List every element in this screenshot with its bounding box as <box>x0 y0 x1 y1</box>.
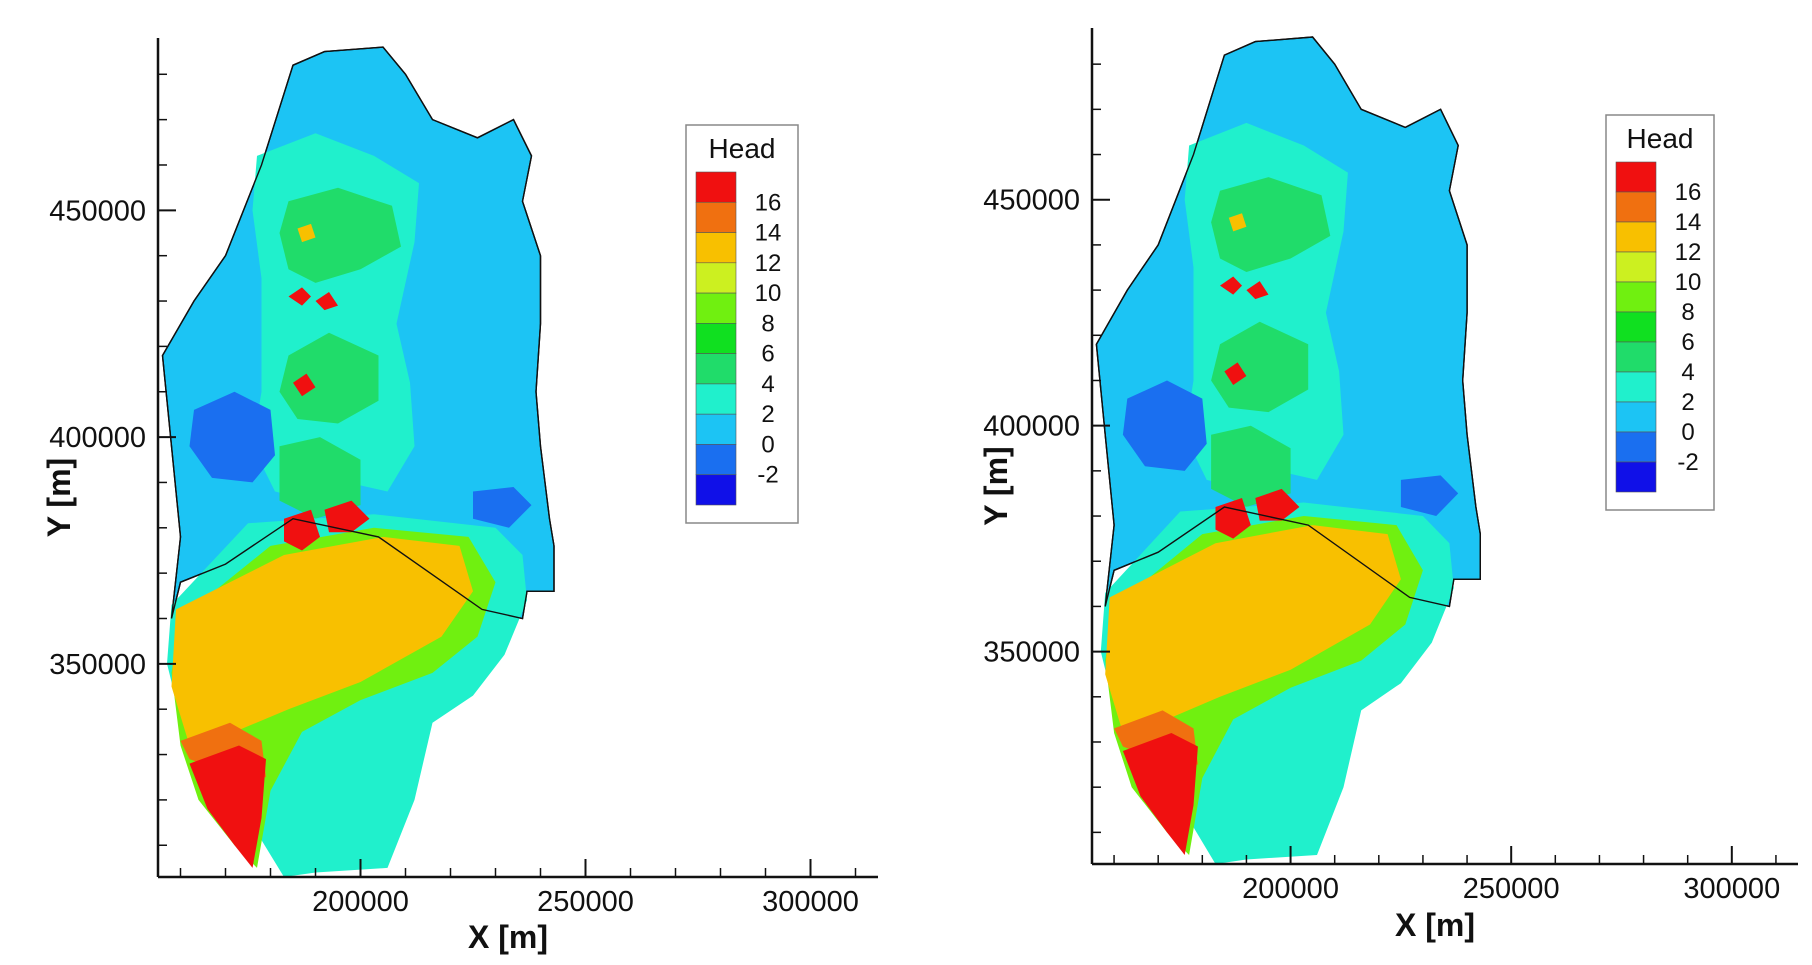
contour-zone-12 <box>1215 498 1251 539</box>
legend-label: 8 <box>1681 299 1694 326</box>
legend-label: 16 <box>755 189 782 216</box>
contour-zone-13 <box>1255 488 1300 521</box>
y-tick-label: 450000 <box>983 185 1080 217</box>
legend-label: 2 <box>761 401 774 428</box>
legend-label: 12 <box>1675 239 1702 266</box>
contour-zone-13 <box>324 500 370 533</box>
contour-zone-6 <box>1400 475 1459 516</box>
contour-zone-9 <box>171 536 473 746</box>
legend-swatch <box>1615 251 1657 283</box>
legend-label: 12 <box>755 250 782 277</box>
contour-zone-12 <box>284 509 320 551</box>
contour-zone-16 <box>1224 362 1247 385</box>
legend-swatch <box>1615 221 1657 253</box>
contour-zone-4 <box>1211 425 1291 507</box>
legend-label: 4 <box>1681 359 1694 386</box>
legend-swatch <box>1615 191 1657 223</box>
x-tick-label: 300000 <box>1683 873 1780 905</box>
legend-label: -2 <box>1677 449 1698 476</box>
legend: Head 16 14 12 10 8 6 4 2 0 -2 <box>685 124 799 524</box>
legend-swatch <box>1615 341 1657 373</box>
coastline-outline <box>161 46 555 620</box>
x-axis-title: X [m] <box>468 919 548 955</box>
legend-swatch <box>1615 461 1657 493</box>
contour-zone-1 <box>252 133 419 501</box>
legend-label: 14 <box>1675 209 1702 236</box>
contour-zone-3 <box>1211 321 1309 413</box>
legend-swatch <box>695 323 737 354</box>
legend-swatch <box>695 262 737 294</box>
legend-swatch <box>1615 431 1657 463</box>
contour-zone-11 <box>189 745 266 868</box>
y-axis-title: Y [m] <box>978 446 1014 525</box>
legend-swatch <box>1615 311 1657 343</box>
contour-zone-15 <box>1246 281 1269 300</box>
contour-zone-17 <box>297 223 316 243</box>
y-tick-label: 400000 <box>983 411 1080 443</box>
legend-label: -2 <box>757 462 778 489</box>
legend-label: 10 <box>755 280 782 307</box>
legend-swatch <box>695 171 737 203</box>
legend-swatch <box>1615 401 1657 433</box>
legend-label: 6 <box>761 341 774 368</box>
y-tick-label: 400000 <box>49 422 146 454</box>
legend: Head 16 14 12 10 8 6 4 2 0 -2 <box>1605 114 1715 511</box>
x-tick-label: 200000 <box>1242 873 1339 905</box>
x-axis-title: X [m] <box>1395 907 1475 943</box>
legend-label: 10 <box>1675 269 1702 296</box>
legend-label: 2 <box>1681 389 1694 416</box>
x-tick-label: 250000 <box>537 886 634 918</box>
legend-label: 0 <box>1681 419 1694 446</box>
legend-label: 8 <box>761 310 774 337</box>
contour-zone-9 <box>1105 525 1401 733</box>
legend-swatch <box>695 232 737 264</box>
y-tick-label: 350000 <box>983 637 1080 669</box>
legend-swatch <box>695 201 737 233</box>
chart-panel-right: 200000 250000 300000 350000 400000 450000 X [m… <box>978 28 1798 943</box>
legend-swatch <box>1615 281 1657 313</box>
contour-zone-4 <box>279 437 361 519</box>
legend-swatch <box>695 353 737 385</box>
legend-label: 0 <box>761 431 774 458</box>
chart-panel-left: 200000 250000 300000 350000 400000 450000 X [m… <box>41 38 878 955</box>
y-tick-label: 450000 <box>49 195 146 227</box>
legend-swatch <box>695 474 737 506</box>
contour-zone-14 <box>1220 276 1242 295</box>
contour-zone-5 <box>189 391 275 483</box>
contour-zone-3 <box>279 332 379 424</box>
legend-title: Head <box>1627 123 1694 154</box>
legend-label: 14 <box>755 220 782 247</box>
y-tick-label: 350000 <box>49 649 146 681</box>
legend-swatch <box>695 444 737 476</box>
x-tick-label: 300000 <box>762 886 859 918</box>
legend-label: 6 <box>1681 329 1694 356</box>
contour-zone-2 <box>1211 177 1331 272</box>
coastline-outline <box>1095 36 1482 608</box>
legend-swatch <box>1615 161 1657 193</box>
legend-label: 4 <box>761 371 774 398</box>
contour-zone-5 <box>1122 380 1207 471</box>
contour-zone-2 <box>279 187 401 283</box>
y-axis-title: Y [m] <box>41 458 77 537</box>
contour-zone-17 <box>1228 213 1247 232</box>
x-tick-label: 250000 <box>1463 873 1560 905</box>
legend-swatch <box>695 292 737 324</box>
legend-swatch <box>695 383 737 415</box>
contour-zone-16 <box>293 373 316 397</box>
contour-zone-11 <box>1122 733 1198 855</box>
contour-zone-14 <box>288 287 311 306</box>
contour-zone-15 <box>315 292 338 311</box>
x-tick-label: 200000 <box>312 886 409 918</box>
legend-title: Head <box>709 133 776 164</box>
legend-swatch <box>695 413 737 445</box>
legend-label: 16 <box>1675 179 1702 206</box>
legend-swatch <box>1615 371 1657 403</box>
contour-zone-6 <box>473 487 532 528</box>
